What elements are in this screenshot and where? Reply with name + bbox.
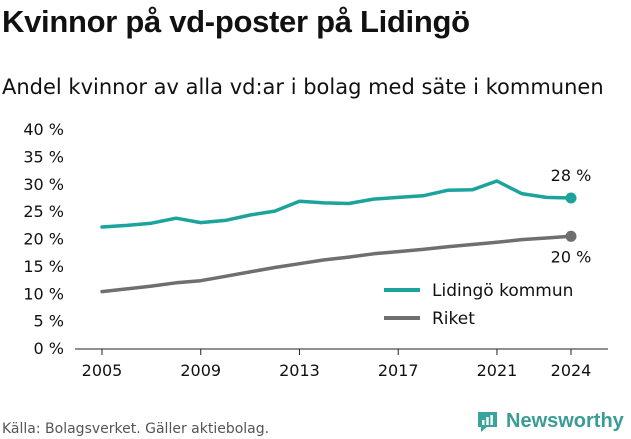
series-line [100, 179, 573, 229]
series-line [100, 234, 573, 294]
y-tick-label: 0 % [34, 339, 64, 358]
legend-label: Riket [432, 309, 475, 329]
y-tick-label: 40 % [23, 120, 64, 139]
y-tick-label: 25 % [23, 202, 64, 221]
y-tick-label: 30 % [23, 175, 64, 194]
chart-subtitle: Andel kvinnor av alla vd:ar i bolag med … [2, 75, 604, 99]
y-tick-label: 20 % [23, 230, 64, 249]
series-end-marker [565, 230, 577, 242]
series-end-label: 20 % [551, 247, 592, 266]
x-tick-label: 2013 [279, 361, 320, 380]
series-end-marker [565, 192, 577, 204]
legend-label: Lidingö kommun [432, 281, 573, 301]
x-axis: 2005 2009 2013 2017 2021 2024 [75, 348, 608, 380]
series-lines: 28 % 20 % [100, 166, 592, 294]
x-tick-label: 2009 [180, 361, 221, 380]
y-tick-label: 10 % [23, 284, 64, 303]
x-tick-label: 2005 [82, 361, 123, 380]
x-tick-label: 2021 [477, 361, 518, 380]
newsworthy-logo-text: Newsworthy [506, 410, 624, 432]
newsworthy-logo-icon [478, 412, 497, 432]
newsworthy-logo: Newsworthy [475, 409, 624, 434]
y-axis: 0 % 5 % 10 % 15 % 20 % 25 % 30 % 35 % 40 % [23, 120, 64, 358]
y-tick-label: 5 % [34, 312, 64, 331]
y-tick-label: 15 % [23, 257, 64, 276]
y-tick-label: 35 % [23, 147, 64, 166]
series-end-label: 28 % [551, 166, 592, 185]
x-tick-label: 2024 [551, 361, 592, 380]
x-tick-label: 2017 [378, 361, 419, 380]
legend: Lidingö kommun Riket [384, 281, 573, 329]
chart-title: Kvinnor på vd-poster på Lidingö [2, 4, 470, 39]
source-note: Källa: Bolagsverket. Gäller aktiebolag. [2, 421, 270, 437]
